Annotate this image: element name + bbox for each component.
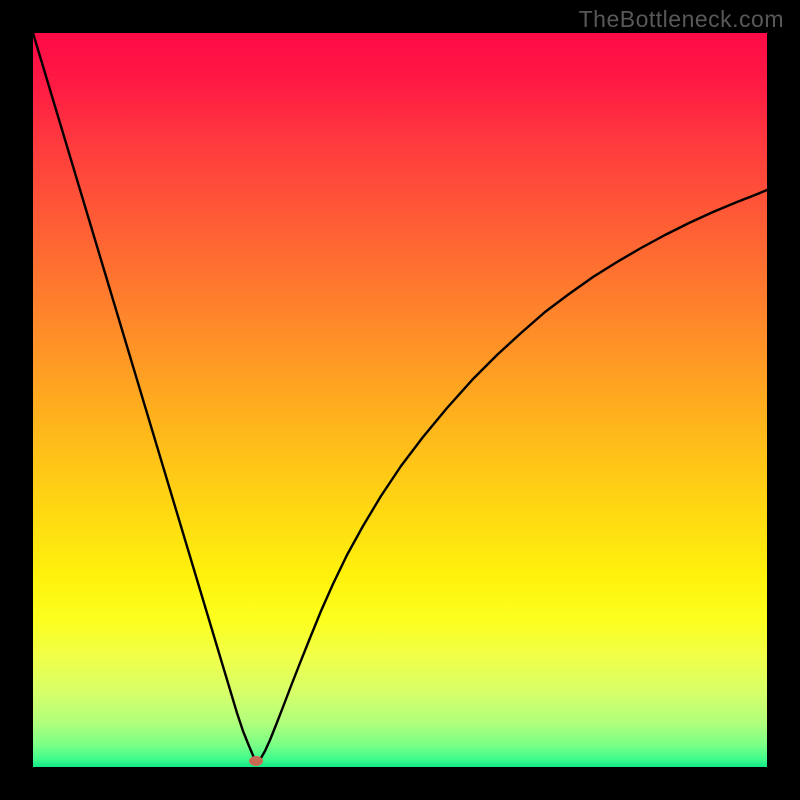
chart-outer-border [0, 0, 800, 800]
watermark-text: TheBottleneck.com [579, 6, 784, 33]
chart-plot-area [33, 33, 767, 767]
bottleneck-curve [33, 33, 767, 761]
chart-svg [0, 0, 800, 800]
bottleneck-chart: TheBottleneck.com [0, 0, 800, 800]
optimum-marker [249, 756, 263, 766]
